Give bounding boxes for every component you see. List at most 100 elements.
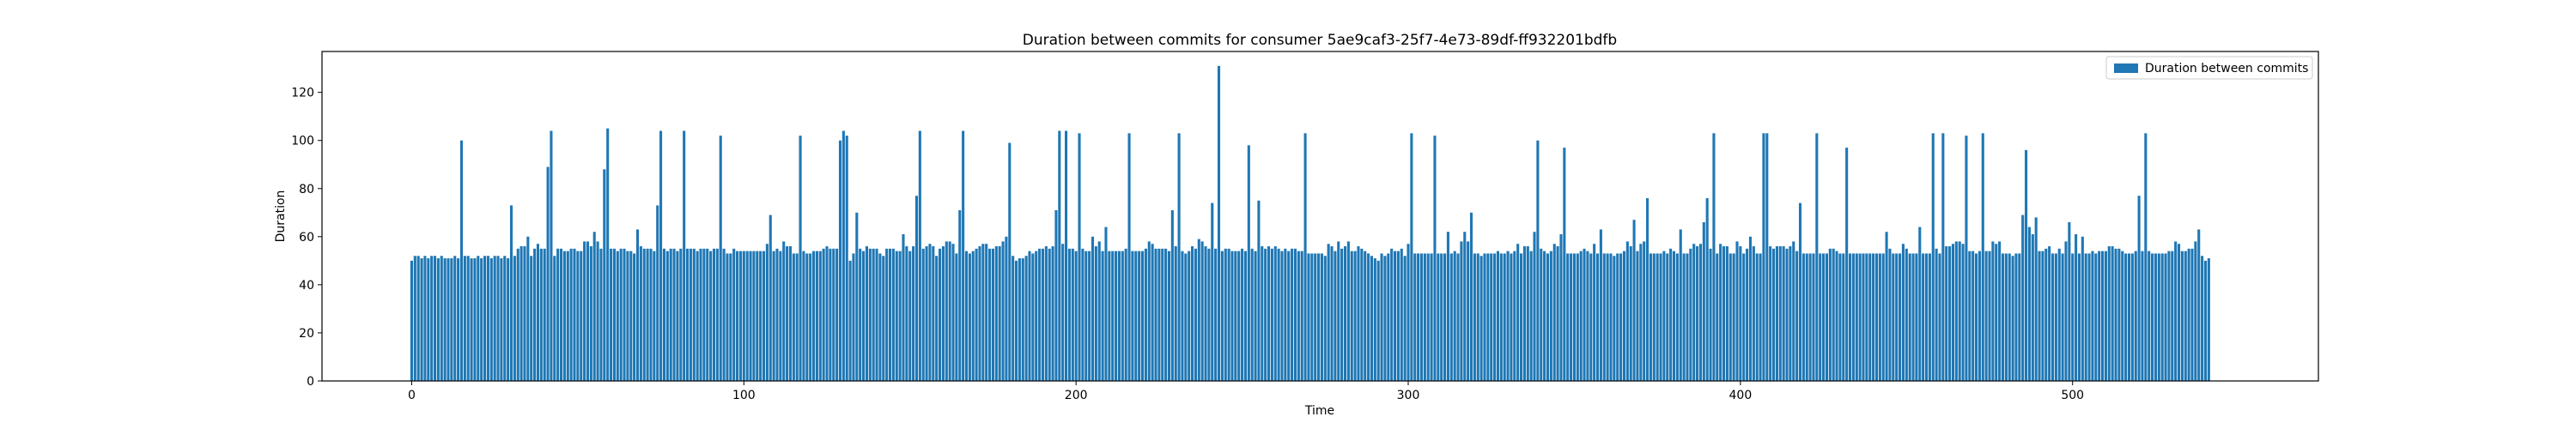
bar — [1570, 253, 1573, 381]
bar — [2101, 251, 2105, 381]
bar — [1078, 133, 1081, 382]
bar — [1387, 253, 1390, 381]
bar — [918, 130, 921, 381]
bar — [1639, 244, 1643, 381]
bar — [1825, 253, 1828, 381]
bar — [1576, 253, 1579, 381]
bar — [683, 130, 686, 381]
bar — [1433, 136, 1437, 381]
bar — [1121, 251, 1124, 381]
bar — [1552, 244, 1556, 381]
bar — [1088, 251, 1091, 381]
bar — [466, 256, 470, 381]
bar — [2201, 256, 2204, 381]
bar — [859, 248, 862, 381]
bar — [928, 244, 932, 381]
bar — [1858, 253, 1862, 381]
bar — [1174, 246, 1177, 381]
bar — [1084, 251, 1088, 381]
bar — [1835, 251, 1838, 381]
bar — [1065, 130, 1068, 381]
bar — [1177, 133, 1181, 382]
bar — [1759, 253, 1762, 381]
bar — [1625, 241, 1629, 381]
bar — [2137, 196, 2141, 381]
bar — [639, 246, 642, 381]
bar — [1224, 248, 1227, 381]
bar — [1892, 253, 1895, 381]
bar — [712, 248, 716, 381]
bar — [732, 248, 736, 381]
bar — [835, 248, 839, 381]
bar — [1543, 251, 1546, 381]
bar — [1104, 227, 1108, 381]
bar — [1712, 133, 1716, 382]
bar — [1417, 253, 1420, 381]
bar — [872, 248, 875, 381]
bar — [1024, 256, 1028, 381]
bar — [1035, 251, 1038, 381]
bar — [1669, 248, 1673, 381]
bar — [1556, 246, 1559, 381]
bar — [1264, 248, 1267, 381]
bar — [1643, 241, 1646, 381]
bar — [1995, 244, 1998, 381]
bar — [1373, 258, 1376, 381]
bar — [413, 256, 416, 381]
bar — [2167, 251, 2171, 381]
x-axis-title: Time — [1304, 404, 1334, 418]
bar — [1220, 251, 1224, 381]
bar — [610, 248, 613, 381]
bar — [1188, 251, 1191, 381]
bar — [539, 248, 543, 381]
bar — [1383, 256, 1387, 381]
bar — [1842, 253, 1845, 381]
bar — [653, 251, 656, 381]
bar — [2127, 253, 2131, 381]
bar — [752, 251, 756, 381]
bar — [635, 229, 640, 381]
bar — [1291, 248, 1294, 381]
y-tick-label: 120 — [291, 87, 314, 100]
bar — [536, 244, 539, 381]
bar — [1446, 232, 1449, 381]
bar — [1456, 253, 1460, 381]
bar — [436, 258, 440, 381]
bar — [1367, 253, 1370, 381]
bar — [1613, 256, 1616, 381]
bar — [898, 251, 902, 381]
bar — [659, 130, 663, 381]
bar — [1340, 248, 1344, 381]
bar — [1915, 253, 1918, 381]
bar — [702, 248, 706, 381]
bar — [1091, 236, 1095, 381]
x-tick-label: 200 — [1065, 389, 1088, 402]
bar — [546, 166, 550, 381]
bar — [1705, 197, 1709, 381]
bar — [935, 256, 939, 381]
bar — [1048, 248, 1051, 381]
bar — [1320, 253, 1323, 381]
bar — [1200, 241, 1204, 381]
bar — [500, 258, 503, 381]
bar — [1769, 246, 1772, 381]
bar — [1739, 246, 1742, 381]
bar — [1307, 253, 1310, 381]
bar — [1609, 253, 1613, 381]
bar — [2004, 253, 2008, 381]
bar — [2011, 256, 2014, 381]
bar — [1822, 253, 1826, 381]
bar — [483, 256, 487, 381]
bar — [1632, 220, 1636, 381]
bar — [888, 248, 892, 381]
bar — [576, 251, 580, 381]
bar — [2071, 253, 2075, 381]
bar — [1672, 251, 1676, 381]
bar — [1108, 251, 1111, 381]
bar — [1899, 253, 1902, 381]
bar — [1510, 253, 1513, 381]
x-tick-label: 400 — [1729, 389, 1753, 402]
bar — [2064, 241, 2068, 381]
bar — [1752, 246, 1755, 381]
bar — [2001, 253, 2005, 381]
